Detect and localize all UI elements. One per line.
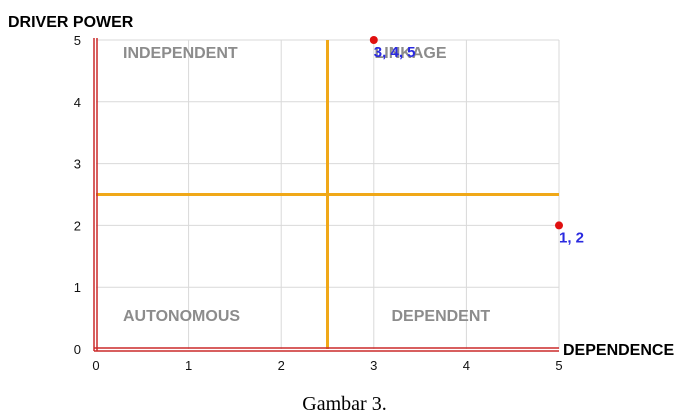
quadrant-label: AUTONOMOUS bbox=[123, 308, 240, 325]
x-tick-label: 0 bbox=[92, 358, 99, 373]
data-points: 3, 4, 5 1, 2 bbox=[369, 36, 584, 246]
data-point bbox=[555, 221, 563, 230]
figure-caption: Gambar 3. bbox=[302, 393, 387, 415]
y-tick-label: 3 bbox=[74, 157, 81, 172]
y-tick-label: 4 bbox=[74, 95, 81, 110]
y-tick-label: 2 bbox=[74, 218, 81, 233]
y-tick-label: 1 bbox=[74, 280, 81, 295]
x-tick-label: 2 bbox=[278, 358, 285, 373]
x-tick-label: 4 bbox=[463, 358, 470, 373]
y-tick-label: 0 bbox=[74, 342, 81, 357]
x-tick-label: 3 bbox=[370, 358, 377, 373]
data-point bbox=[369, 36, 378, 44]
axes bbox=[93, 38, 559, 352]
x-axis-title: DEPENDENCE bbox=[563, 342, 674, 359]
data-point-label: 3, 4, 5 bbox=[374, 44, 416, 61]
x-tick-label: 5 bbox=[555, 358, 562, 373]
quadrant-label: DEPENDENT bbox=[392, 308, 491, 325]
tick-labels: 0 1 2 3 4 5 0 1 2 3 4 5 bbox=[74, 33, 563, 373]
quadrant-labels: INDEPENDENT LINKAGE AUTONOMOUS DEPENDENT bbox=[123, 45, 490, 325]
y-tick-label: 5 bbox=[74, 33, 81, 48]
y-axis-title: DRIVER POWER bbox=[8, 14, 134, 31]
quadrant-label: LINKAGE bbox=[375, 45, 447, 62]
matrix-chart: 0 1 2 3 4 5 0 1 2 3 4 5 INDEPENDENT LINKAGE AUTONOMOU… bbox=[8, 14, 674, 373]
quadrant-label: INDEPENDENT bbox=[123, 45, 238, 62]
x-tick-label: 1 bbox=[185, 358, 192, 373]
quadrant-dividers bbox=[96, 40, 559, 349]
data-point-label: 1, 2 bbox=[559, 229, 584, 246]
